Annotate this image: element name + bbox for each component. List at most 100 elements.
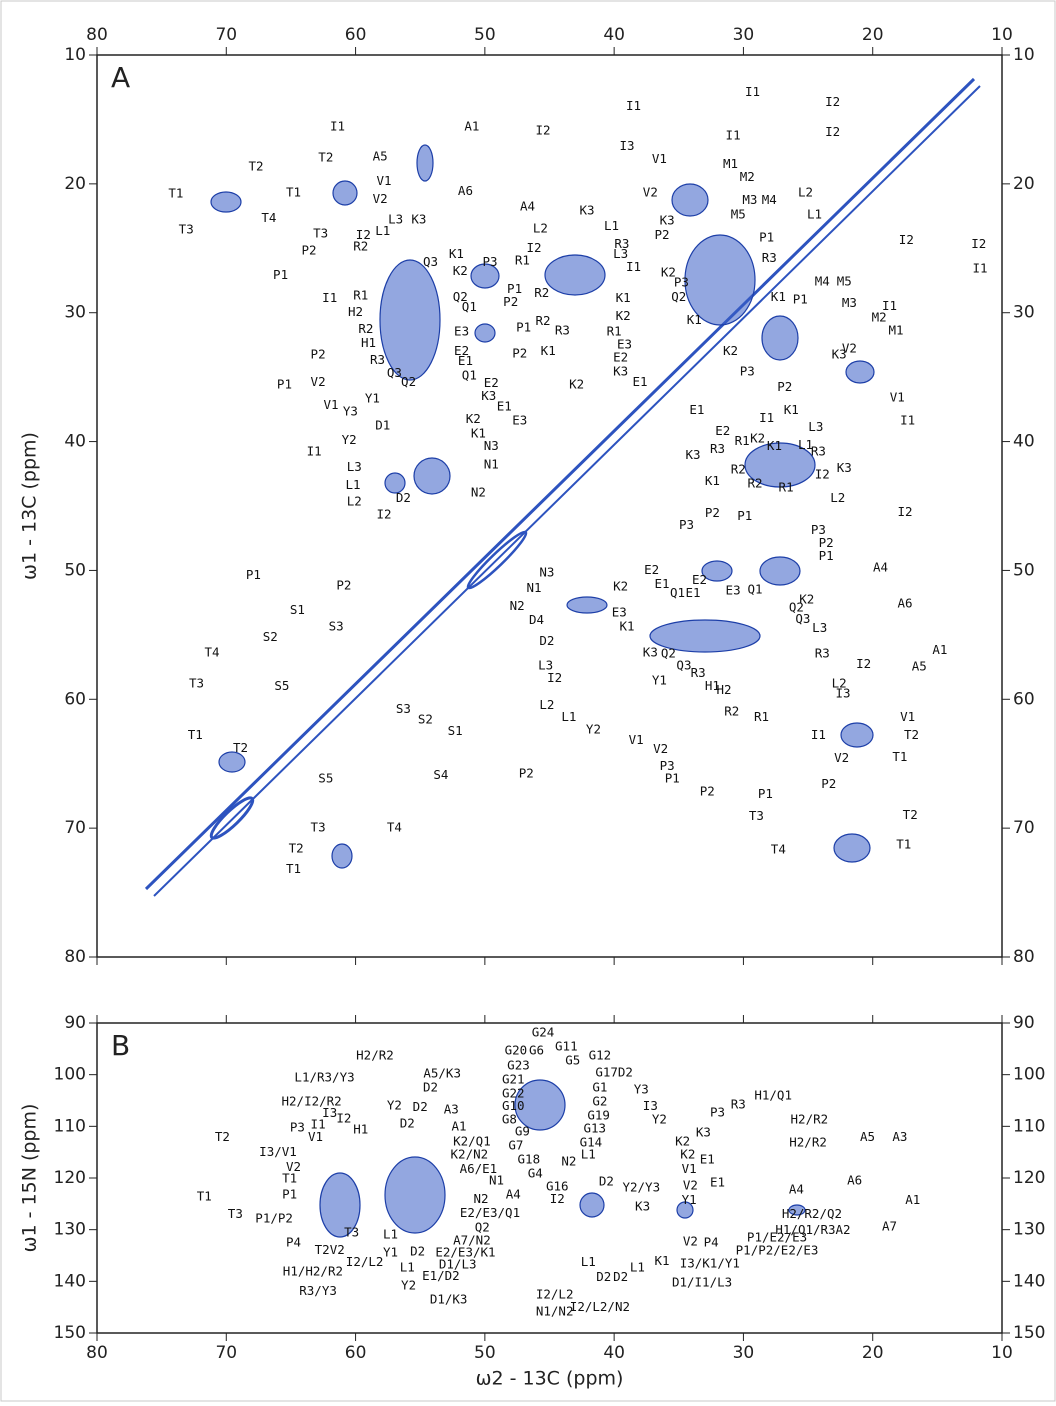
peak-label: G17D2 [595, 1065, 633, 1080]
peak-label: P1 [758, 786, 773, 801]
peak-label: T2 [233, 740, 248, 755]
peak-label: V2 [643, 184, 658, 199]
peak-label: P2 [512, 345, 527, 360]
peak-label: L1 [561, 709, 576, 724]
peak-label: K2 [750, 430, 765, 445]
peak-label: E2 [715, 423, 730, 438]
peak-label: G18 [518, 1151, 541, 1166]
peak-label: R2 [358, 321, 373, 336]
peak-label: L1 [581, 1146, 596, 1161]
peak-label: E2/E3/Q1 [460, 1205, 520, 1220]
peak-label: Q3 [423, 254, 438, 269]
peak-label: I1 [882, 298, 897, 313]
peak-label: N2 [473, 1191, 488, 1206]
peak-label: A3 [892, 1129, 907, 1144]
peak-label: T2 [903, 807, 918, 822]
peak-label: P3 [674, 275, 689, 290]
peak-label: N1/N2 [536, 1303, 574, 1318]
peak-label: E1 [632, 374, 647, 389]
peak-label: I1 [745, 84, 760, 99]
contour [218, 751, 246, 773]
peak-label: K1 [541, 343, 556, 358]
peak-label: A6 [898, 595, 913, 610]
peak-label: H2 [348, 304, 363, 319]
peak-label: D2 [413, 1099, 428, 1114]
peak-label: A6 [847, 1173, 862, 1188]
contour [744, 442, 816, 488]
peak-label: L2 [798, 184, 813, 199]
peak-label: E1 [689, 402, 704, 417]
peak-label: L3 [347, 459, 362, 474]
y-tick-label: 10 [64, 45, 86, 65]
peak-label: P3 [679, 517, 694, 532]
peak-label: N1 [484, 456, 499, 471]
peak-label: A1 [905, 1192, 920, 1207]
peak-label: Y1 [383, 1244, 398, 1259]
x-tick-label: 60 [345, 1343, 367, 1363]
peak-label: V1 [682, 1161, 697, 1176]
peak-label: S5 [318, 771, 333, 786]
peak-label: I3/K1/Y1 [680, 1255, 740, 1270]
y-axis-label: ω1 - 15N (ppm) [19, 1104, 41, 1253]
peak-label: Y3 [343, 403, 358, 418]
peak-label: A1 [464, 119, 479, 134]
contour [379, 259, 441, 381]
contour [331, 843, 353, 869]
y-tick-label: 100 [54, 1065, 86, 1085]
contour [840, 722, 874, 748]
peak-label: M4 [815, 273, 830, 288]
peak-label: V2 [286, 1159, 301, 1174]
peak-label: D1 [375, 418, 390, 433]
peak-label: N2 [510, 598, 525, 613]
peak-label: I1 [322, 290, 337, 305]
peak-label: R3 [710, 441, 725, 456]
peak-label: A4 [789, 1181, 804, 1196]
peak-label: K2 [723, 343, 738, 358]
peak-label: I2 [336, 1111, 351, 1126]
y-tick-label: 80 [64, 947, 86, 967]
x-tick-label: 20 [862, 25, 884, 45]
peak-label: Q3 [676, 657, 691, 672]
peak-label: M5 [731, 206, 746, 221]
panel-label: A [111, 61, 130, 94]
peak-label: P2 [301, 242, 316, 257]
peak-label: G2 [592, 1094, 607, 1109]
peak-label: G12 [589, 1048, 612, 1063]
peak-label: Q1 [462, 367, 477, 382]
contour [566, 596, 608, 614]
y-tick-label: 20 [64, 174, 86, 194]
contour [474, 323, 496, 343]
peak-label: L1 [807, 206, 822, 221]
peak-label: P3 [811, 522, 826, 537]
y-tick-label: 30 [64, 303, 86, 323]
peak-label: A6 [458, 183, 473, 198]
peak-label: Q2 [661, 646, 676, 661]
peak-label: E1/D2 [422, 1268, 460, 1283]
diagonal-loop [466, 530, 528, 590]
contour [332, 180, 358, 206]
peak-label: Q2 [401, 374, 416, 389]
peak-label: L1 [400, 1259, 415, 1274]
peak-label: P1 [737, 508, 752, 523]
peak-label: I1 [307, 443, 322, 458]
peak-label: N1 [526, 580, 541, 595]
y-tick-label: 150 [1013, 1323, 1045, 1343]
peak-label: Q2 [453, 289, 468, 304]
peak-label: R3/Y3 [299, 1283, 337, 1298]
peak-label: M4 [762, 192, 777, 207]
contour [384, 1156, 446, 1234]
peak-label: I2 [376, 507, 391, 522]
peak-label: K2/Q1 [453, 1133, 491, 1148]
contour [649, 619, 761, 653]
peak-label: R2 [748, 476, 763, 491]
peak-label: R2 [536, 313, 551, 328]
peak-label: S3 [396, 701, 411, 716]
y-tick-label: 110 [1013, 1116, 1045, 1136]
contour [416, 144, 434, 182]
peak-label: P4 [704, 1235, 719, 1250]
peak-label: Q1 [748, 581, 763, 596]
contour [544, 254, 606, 296]
peak-label: R1 [607, 324, 622, 339]
peak-label: S1 [290, 602, 305, 617]
peak-label: P1/E2/E3 [747, 1229, 807, 1244]
